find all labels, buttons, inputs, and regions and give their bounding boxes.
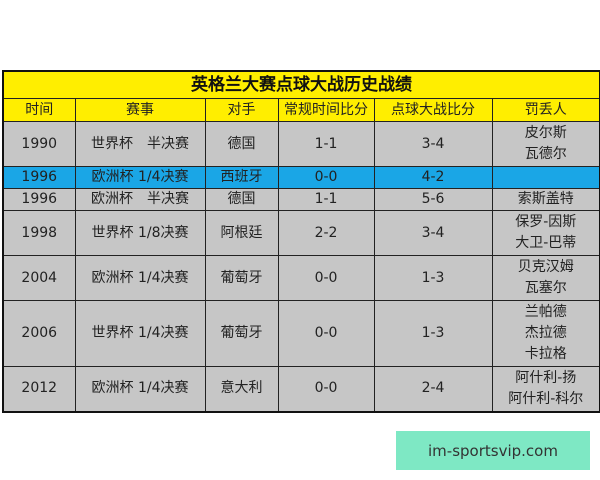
- cell-year: 1996: [2, 166, 76, 189]
- table-row: 1996 欧洲杯 1/4决赛 西班牙 0-0 4-2: [2, 166, 600, 189]
- column-header: 赛事: [74, 98, 206, 122]
- column-header: 时间: [2, 98, 76, 122]
- table-row: 1998 世界杯 1/8决赛 阿根廷 2-2 3-4 保罗-因斯 大卫-巴蒂: [2, 210, 600, 256]
- cell-year: 1990: [2, 121, 76, 167]
- missed-player: 兰帕德: [524, 304, 567, 320]
- cell-event: 世界杯 1/4决赛: [74, 300, 206, 367]
- cell-penalty: 3-4: [373, 121, 493, 167]
- cell-year: 1998: [2, 210, 76, 256]
- cell-penalty: 4-2: [373, 166, 493, 189]
- cell-opponent: 德国: [204, 121, 279, 167]
- table-row: 1990 世界杯 半决赛 德国 1-1 3-4 皮尔斯 瓦德尔: [2, 121, 600, 167]
- cell-event: 欧洲杯 1/4决赛: [74, 255, 206, 301]
- missed-player: 索斯盖特: [517, 191, 574, 207]
- cell-penalty: 5-6: [373, 188, 493, 211]
- missed-player: 阿什利-科尔: [508, 390, 584, 407]
- cell-opponent: 意大利: [204, 366, 279, 412]
- table-row: 2004 欧洲杯 1/4决赛 葡萄牙 0-0 1-3 贝克汉姆 瓦塞尔: [2, 255, 600, 301]
- cell-year: 2004: [2, 255, 76, 301]
- table-row: 2006 世界杯 1/4决赛 葡萄牙 0-0 1-3 兰帕德 杰拉德 卡拉格: [2, 300, 600, 367]
- column-header: 罚丢人: [491, 98, 600, 122]
- cell-regular: 0-0: [277, 166, 375, 189]
- cell-regular: 0-0: [277, 366, 375, 412]
- table-title: 英格兰大赛点球大战历史战绩: [2, 70, 600, 99]
- watermark: im-sportsvip.com: [396, 431, 590, 470]
- cell-regular: 1-1: [277, 188, 375, 211]
- cell-year: 2006: [2, 300, 76, 367]
- missed-player: 阿什利-扬: [515, 369, 577, 386]
- cell-missed: [491, 166, 600, 189]
- missed-player: 大卫-巴蒂: [515, 235, 577, 251]
- missed-player: 贝克汉姆: [517, 259, 574, 275]
- missed-player: 保罗-因斯: [515, 214, 577, 230]
- cell-missed: 贝克汉姆 瓦塞尔: [491, 255, 600, 301]
- missed-player: 瓦塞尔: [524, 280, 567, 296]
- cell-penalty: 3-4: [373, 210, 493, 256]
- cell-year: 1996: [2, 188, 76, 211]
- cell-event: 欧洲杯 1/4决赛: [74, 366, 206, 412]
- missed-player: 瓦德尔: [524, 146, 567, 162]
- cell-missed: 阿什利-扬阿什利-科尔: [491, 366, 600, 412]
- cell-penalty: 1-3: [373, 300, 493, 367]
- cell-event: 欧洲杯 1/4决赛: [74, 166, 206, 189]
- cell-missed: 皮尔斯 瓦德尔: [491, 121, 600, 167]
- column-header: 点球大战比分: [373, 98, 493, 122]
- cell-regular: 1-1: [277, 121, 375, 167]
- cell-missed: 兰帕德 杰拉德 卡拉格: [491, 300, 600, 367]
- cell-regular: 0-0: [277, 255, 375, 301]
- cell-opponent: 阿根廷: [204, 210, 279, 256]
- cell-event: 世界杯 1/8决赛: [74, 210, 206, 256]
- cell-regular: 2-2: [277, 210, 375, 256]
- cell-regular: 0-0: [277, 300, 375, 367]
- cell-opponent: 德国: [204, 188, 279, 211]
- missed-player: 皮尔斯: [524, 125, 567, 141]
- cell-penalty: 1-3: [373, 255, 493, 301]
- column-header: 对手: [204, 98, 279, 122]
- cell-opponent: 葡萄牙: [204, 255, 279, 301]
- penalty-history-table: 英格兰大赛点球大战历史战绩 时间 赛事 对手 常规时间比分 点球大战比分 罚丢人 1990…: [2, 70, 600, 413]
- table-row: 2012 欧洲杯 1/4决赛 意大利 0-0 2-4 阿什利-扬 阿什利-科尔: [2, 366, 600, 412]
- cell-year: 2012: [2, 366, 76, 412]
- missed-player: 杰拉德: [524, 325, 567, 341]
- column-header: 常规时间比分: [277, 98, 375, 122]
- cell-opponent: 西班牙: [204, 166, 279, 189]
- cell-missed: 保罗-因斯大卫-巴蒂: [491, 210, 600, 256]
- header-row: 时间 赛事 对手 常规时间比分 点球大战比分 罚丢人: [2, 98, 600, 122]
- cell-event: 欧洲杯 半决赛: [74, 188, 206, 211]
- cell-opponent: 葡萄牙: [204, 300, 279, 367]
- cell-missed: 索斯盖特: [491, 188, 600, 211]
- cell-event: 世界杯 半决赛: [74, 121, 206, 167]
- missed-player: 卡拉格: [524, 346, 567, 362]
- cell-penalty: 2-4: [373, 366, 493, 412]
- table-row: 1996 欧洲杯 半决赛 德国 1-1 5-6 索斯盖特: [2, 188, 600, 211]
